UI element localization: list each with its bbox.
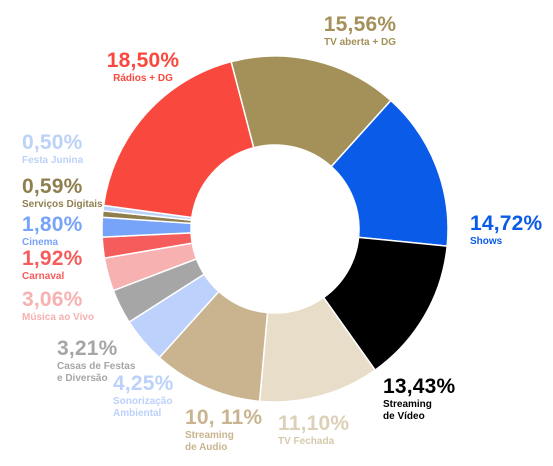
- slice-category-label: Rádios + DG: [113, 73, 173, 84]
- slice-value-label: 18,50%: [107, 49, 180, 72]
- slice-label-group: 0,59%Serviços Digitais: [22, 175, 103, 210]
- slice-tv-aberta-+-dg: [230, 55, 392, 168]
- slice-value-label: 3,21%: [57, 337, 118, 360]
- slice-value-label: 11,10%: [278, 412, 349, 435]
- slice-category-label: Cinema: [22, 237, 59, 248]
- slice-label-group: 1,80%Cinema: [22, 213, 83, 248]
- slice-label-group: 10, 11%Streaming de Audio: [185, 406, 262, 453]
- slice-category-label: Casas de Festas e Diversão: [57, 361, 136, 384]
- slice-value-label: 0,59%: [22, 175, 83, 198]
- slice-label-group: 1,92%Carnaval: [22, 247, 83, 282]
- slice-label-group: 4,25%Sonorização Ambiental: [113, 372, 174, 419]
- slice-label-group: 11,10%TV Fechada: [278, 412, 349, 447]
- slice-category-label: Serviços Digitais: [22, 199, 103, 210]
- slice-label-group: 0,50%Festa Junina: [22, 131, 84, 166]
- slice-category-label: Streaming de Vídeo: [383, 399, 432, 422]
- slice-value-label: 1,80%: [22, 213, 83, 236]
- slice-label-group: 15,56%TV aberta + DG: [324, 13, 397, 48]
- slice-label-group: 18,50%Rádios + DG: [107, 49, 180, 84]
- slice-category-label: TV Fechada: [278, 436, 335, 447]
- slice-rádios-+-dg: [102, 60, 255, 219]
- slice-value-label: 3,06%: [22, 288, 83, 311]
- slice-category-label: Festa Junina: [22, 155, 84, 166]
- slice-label-group: 13,43%Streaming de Vídeo: [383, 375, 456, 422]
- slice-category-label: Carnaval: [22, 271, 64, 282]
- slice-category-label: Sonorização Ambiental: [113, 396, 172, 419]
- slice-value-label: 0,50%: [22, 131, 83, 154]
- slice-label-group: 14,72%Shows: [470, 212, 543, 247]
- slice-value-label: 14,72%: [470, 212, 543, 235]
- slice-category-label: Streaming de Audio: [185, 430, 234, 453]
- slice-label-group: 3,06%Música ao Vivo: [22, 288, 94, 323]
- slice-value-label: 10, 11%: [185, 406, 262, 429]
- slice-category-label: Shows: [470, 236, 503, 247]
- slice-category-label: TV aberta + DG: [324, 37, 396, 48]
- slice-value-label: 15,56%: [324, 13, 397, 36]
- slice-value-label: 1,92%: [22, 247, 83, 270]
- slice-category-label: Música ao Vivo: [22, 312, 94, 323]
- slice-label-group: 3,21%Casas de Festas e Diversão: [57, 337, 136, 384]
- slice-value-label: 13,43%: [383, 375, 456, 398]
- slice-value-label: 4,25%: [113, 372, 174, 395]
